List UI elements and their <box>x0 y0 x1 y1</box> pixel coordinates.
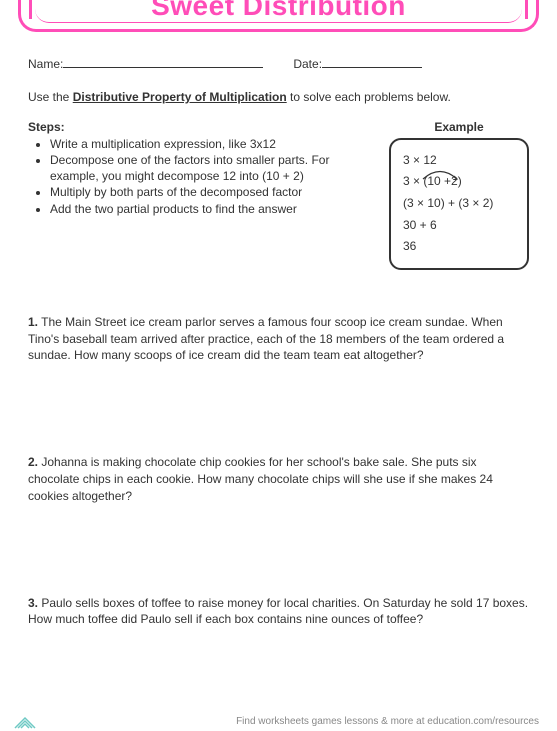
instruction-text: Use the Distributive Property of Multipl… <box>28 89 529 106</box>
example-line: 3 × 12 <box>403 150 515 172</box>
page-title: Sweet Distribution <box>21 0 536 22</box>
example-box: 3 × 12 3 × (10 +2) (3 × 10) + (3 × 2) 30… <box>389 138 529 270</box>
problem-number: 1. <box>28 315 38 329</box>
problem-text: Johanna is making chocolate chip cookies… <box>28 455 493 503</box>
title-frame: Sweet Distribution <box>18 0 539 32</box>
steps-list: Write a multiplication expression, like … <box>28 136 377 217</box>
content-area: Name: Date: Use the Distributive Propert… <box>0 32 557 628</box>
example-title: Example <box>389 120 529 134</box>
steps-title: Steps: <box>28 120 377 134</box>
footer-text: Find worksheets games lessons & more at … <box>236 716 539 727</box>
problem-text: Paulo sells boxes of toffee to raise mon… <box>28 596 528 627</box>
steps-example-row: Steps: Write a multiplication expression… <box>28 120 529 270</box>
problem-text: The Main Street ice cream parlor serves … <box>28 315 504 363</box>
example-line: (3 × 10) + (3 × 2) <box>403 193 515 215</box>
example-line: 36 <box>403 236 515 258</box>
example-line: 3 × (10 +2) <box>403 171 515 193</box>
date-input-line[interactable] <box>322 56 422 68</box>
name-input-line[interactable] <box>63 56 263 68</box>
step-item: Decompose one of the factors into smalle… <box>50 152 377 184</box>
example-column: Example 3 × 12 3 × (10 +2) (3 × 10) + (3… <box>389 120 529 270</box>
example-line: 30 + 6 <box>403 215 515 237</box>
instruction-pre: Use the <box>28 90 73 104</box>
date-label: Date: <box>293 57 322 71</box>
date-field: Date: <box>293 56 422 71</box>
form-row: Name: Date: <box>28 56 529 71</box>
problem-3: 3. Paulo sells boxes of toffee to raise … <box>28 595 529 629</box>
step-item: Add the two partial products to find the… <box>50 201 377 217</box>
step-item: Multiply by both parts of the decomposed… <box>50 184 377 200</box>
step-item: Write a multiplication expression, like … <box>50 136 377 152</box>
problem-number: 3. <box>28 596 38 610</box>
steps-column: Steps: Write a multiplication expression… <box>28 120 377 217</box>
problem-number: 2. <box>28 455 38 469</box>
problem-2: 2. Johanna is making chocolate chip cook… <box>28 454 529 504</box>
instruction-bold: Distributive Property of Multiplication <box>73 90 287 104</box>
name-field: Name: <box>28 56 263 71</box>
problem-1: 1. The Main Street ice cream parlor serv… <box>28 314 529 364</box>
instruction-post: to solve each problems below. <box>287 90 451 104</box>
decompose-arc-icon <box>421 168 459 180</box>
name-label: Name: <box>28 57 63 71</box>
brand-logo-icon <box>14 713 36 729</box>
